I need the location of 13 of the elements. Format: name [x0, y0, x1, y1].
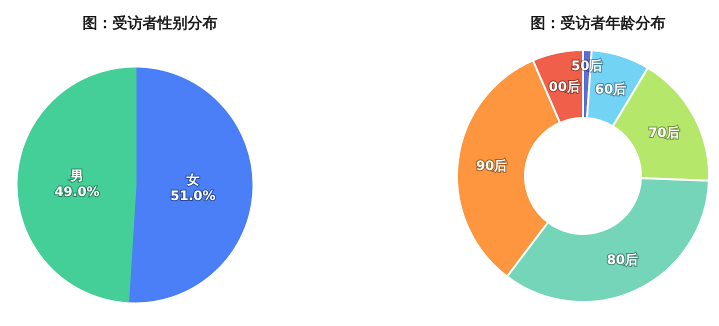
pie-slice	[126, 68, 252, 302]
data-label: 51.0%	[170, 188, 216, 204]
slice-label: 女	[185, 172, 200, 188]
slice-label: 70后	[648, 125, 680, 142]
data-label: 49.0%	[54, 185, 100, 200]
slice-label: 90后	[476, 158, 508, 174]
chart-title: 图：受访者年龄分布	[530, 14, 666, 32]
slice-label: 60后	[595, 81, 626, 98]
slice-label: 00后	[548, 78, 580, 95]
slice-label: 男	[70, 169, 84, 184]
chart-title: 图：受访者性别分布	[82, 14, 218, 32]
pie-slice	[18, 68, 136, 302]
slice-label: 80后	[606, 252, 638, 268]
